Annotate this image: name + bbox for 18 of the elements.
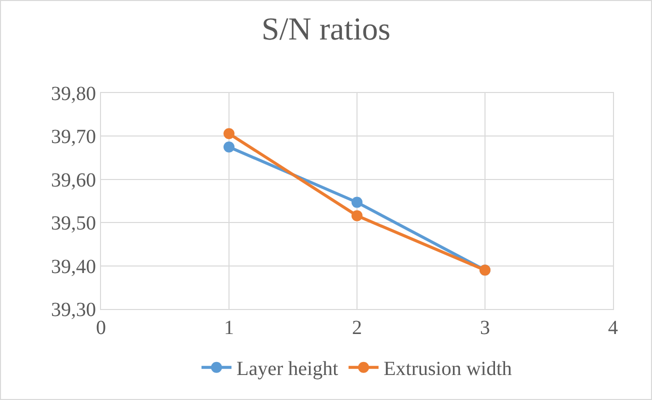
point bbox=[224, 142, 234, 152]
x-tick-label: 1 bbox=[224, 317, 234, 339]
x-tick-label: 2 bbox=[352, 317, 362, 339]
x-tick-label: 4 bbox=[608, 317, 618, 339]
legend-label: Layer height bbox=[236, 358, 339, 380]
y-tick-label: 39,50 bbox=[51, 212, 96, 235]
legend-label: Extrusion width bbox=[384, 358, 512, 380]
point bbox=[224, 128, 234, 140]
chart-title: S/N ratios bbox=[262, 10, 390, 46]
point bbox=[352, 196, 362, 208]
y-tick-label: 39,30 bbox=[51, 299, 96, 321]
x-tick-label: 3 bbox=[480, 317, 490, 339]
y-tick-label: 39,60 bbox=[51, 169, 96, 192]
y-tick-label: 39,80 bbox=[51, 83, 96, 105]
y-tick-label: 39,70 bbox=[51, 126, 96, 148]
x-tick-label: 0 bbox=[96, 317, 106, 339]
y-tick-label: 39,40 bbox=[51, 256, 96, 278]
point bbox=[352, 210, 362, 222]
